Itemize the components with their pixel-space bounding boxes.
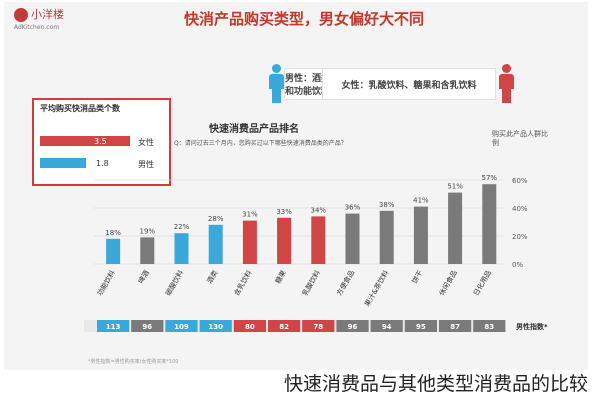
x-tick-label: 日化用品 <box>471 269 493 298</box>
gender-index-cell <box>268 320 301 332</box>
female-insight-box: 女性：乳酸饮料、糖果和含乳饮料 <box>322 68 496 100</box>
gender-index-footnote: *男性指数=男性购买率/女性购买率*100 <box>88 359 179 365</box>
bar <box>413 206 428 264</box>
bar <box>482 184 497 264</box>
gender-index-value: 83 <box>484 323 494 331</box>
bar <box>106 238 121 264</box>
inset-label-female: 女性 <box>138 138 154 147</box>
bar-value-label: 19% <box>140 227 156 235</box>
x-tick-label: 糖果 <box>273 269 288 286</box>
y-axis-label: 购买此产品人群比例 <box>492 130 548 147</box>
brand-logo-subtitle: AdKitchen.com <box>14 24 60 31</box>
x-tick-label: 啤酒 <box>136 269 151 286</box>
gender-index-cell <box>131 320 164 332</box>
bar <box>208 224 223 264</box>
gender-index-value: 95 <box>416 323 426 331</box>
bar <box>311 216 326 264</box>
x-tick-label: 含乳饮料 <box>232 269 254 298</box>
gender-index-value: 82 <box>279 323 289 331</box>
bar-value-label: 31% <box>242 211 258 219</box>
survey-question: Q：请问过去三个月内，您购买过以下哪些快速消费品类的产品？ <box>174 140 347 147</box>
bar-value-label: 34% <box>311 206 327 214</box>
inset-label-male: 男性 <box>138 160 154 169</box>
bar <box>379 210 394 264</box>
bar <box>345 213 360 264</box>
bar <box>448 192 463 264</box>
gender-index-cell <box>97 320 130 332</box>
inset-bar-female <box>40 136 130 146</box>
male-person-icon <box>268 64 284 104</box>
bar-value-label: 28% <box>208 215 224 223</box>
x-tick-label: 方便食品 <box>334 269 356 298</box>
page-headline: 快消产品购买类型，男女偏好大不同 <box>183 10 424 28</box>
gender-index-value: 96 <box>348 323 358 331</box>
gender-index-cell <box>199 320 232 332</box>
gender-index-value: 130 <box>208 323 223 331</box>
gender-index-value: 96 <box>142 323 152 331</box>
x-tick-label: 休闲食品 <box>437 269 459 298</box>
gender-index-value: 87 <box>450 323 460 331</box>
gender-index-label: 男性指数* <box>516 322 548 331</box>
bar-value-label: 36% <box>345 204 361 212</box>
gender-index-cell <box>233 320 266 332</box>
inset-value-male: 1.8 <box>96 159 109 168</box>
gender-index-value: 94 <box>382 323 392 331</box>
gender-index-value: 109 <box>174 323 189 331</box>
x-tick-label: 果汁&茶饮料 <box>362 269 390 309</box>
x-tick-label: 酒类 <box>205 269 220 286</box>
x-tick-label: 饼干 <box>410 269 425 286</box>
bar-value-label: 18% <box>105 229 121 237</box>
bar-value-label: 41% <box>413 197 429 205</box>
average-count-inset: 平均购买快消品类个数 3.5 女性 1.8 男性 <box>32 98 171 186</box>
bar-value-label: 33% <box>276 208 292 216</box>
bar <box>140 237 155 264</box>
infographic-panel: 小洋楼 AdKitchen.com 快消产品购买类型，男女偏好大不同 男性：酒类… <box>4 2 588 370</box>
bar-value-label: 51% <box>447 183 463 191</box>
gender-index-cell <box>439 320 472 332</box>
gender-index-cell <box>370 320 403 332</box>
gender-index-value: 78 <box>313 323 323 331</box>
x-tick-label: 乳酸饮料 <box>300 269 322 298</box>
chart-title: 快速消费品产品排名 <box>209 124 299 135</box>
gender-index-cell <box>404 320 437 332</box>
x-tick-label: 功能饮料 <box>95 269 117 298</box>
figure-caption: 快速消费品与其他类型消费品的比较 <box>283 373 588 395</box>
inset-title: 平均购买快消品类个数 <box>40 104 120 113</box>
bar-value-label: 22% <box>174 223 190 231</box>
gender-index-value: 113 <box>106 323 121 331</box>
female-insight-text: 女性：乳酸饮料、糖果和含乳饮料 <box>341 80 477 91</box>
inset-bar-male <box>40 158 86 168</box>
y-tick-label: 0% <box>512 261 523 269</box>
inset-value-female: 3.5 <box>94 137 107 146</box>
y-tick-label: 60% <box>512 177 528 185</box>
gender-index-value: 80 <box>245 323 255 331</box>
x-tick-label: 碳酸饮料 <box>163 269 185 298</box>
product-ranking-chart: 0% 20% 40% 60% 男性指数* 18% 功能饮料 113 19% 啤酒 96 22% 碳酸饮料… <box>84 174 548 332</box>
bar <box>277 217 292 264</box>
brand-logo-text: 小洋楼 <box>31 8 64 21</box>
bar <box>174 233 189 264</box>
y-tick-label: 20% <box>512 233 528 241</box>
gender-index-cell <box>302 320 335 332</box>
bar-value-label: 38% <box>379 201 395 209</box>
female-person-icon <box>498 64 514 104</box>
gender-index-cell <box>473 320 506 332</box>
gender-index-cell <box>165 320 198 332</box>
bar <box>242 220 257 264</box>
y-tick-label: 40% <box>512 205 528 213</box>
gender-index-cell <box>336 320 369 332</box>
bar-value-label: 57% <box>482 174 498 182</box>
brand-logo-icon <box>14 8 28 22</box>
